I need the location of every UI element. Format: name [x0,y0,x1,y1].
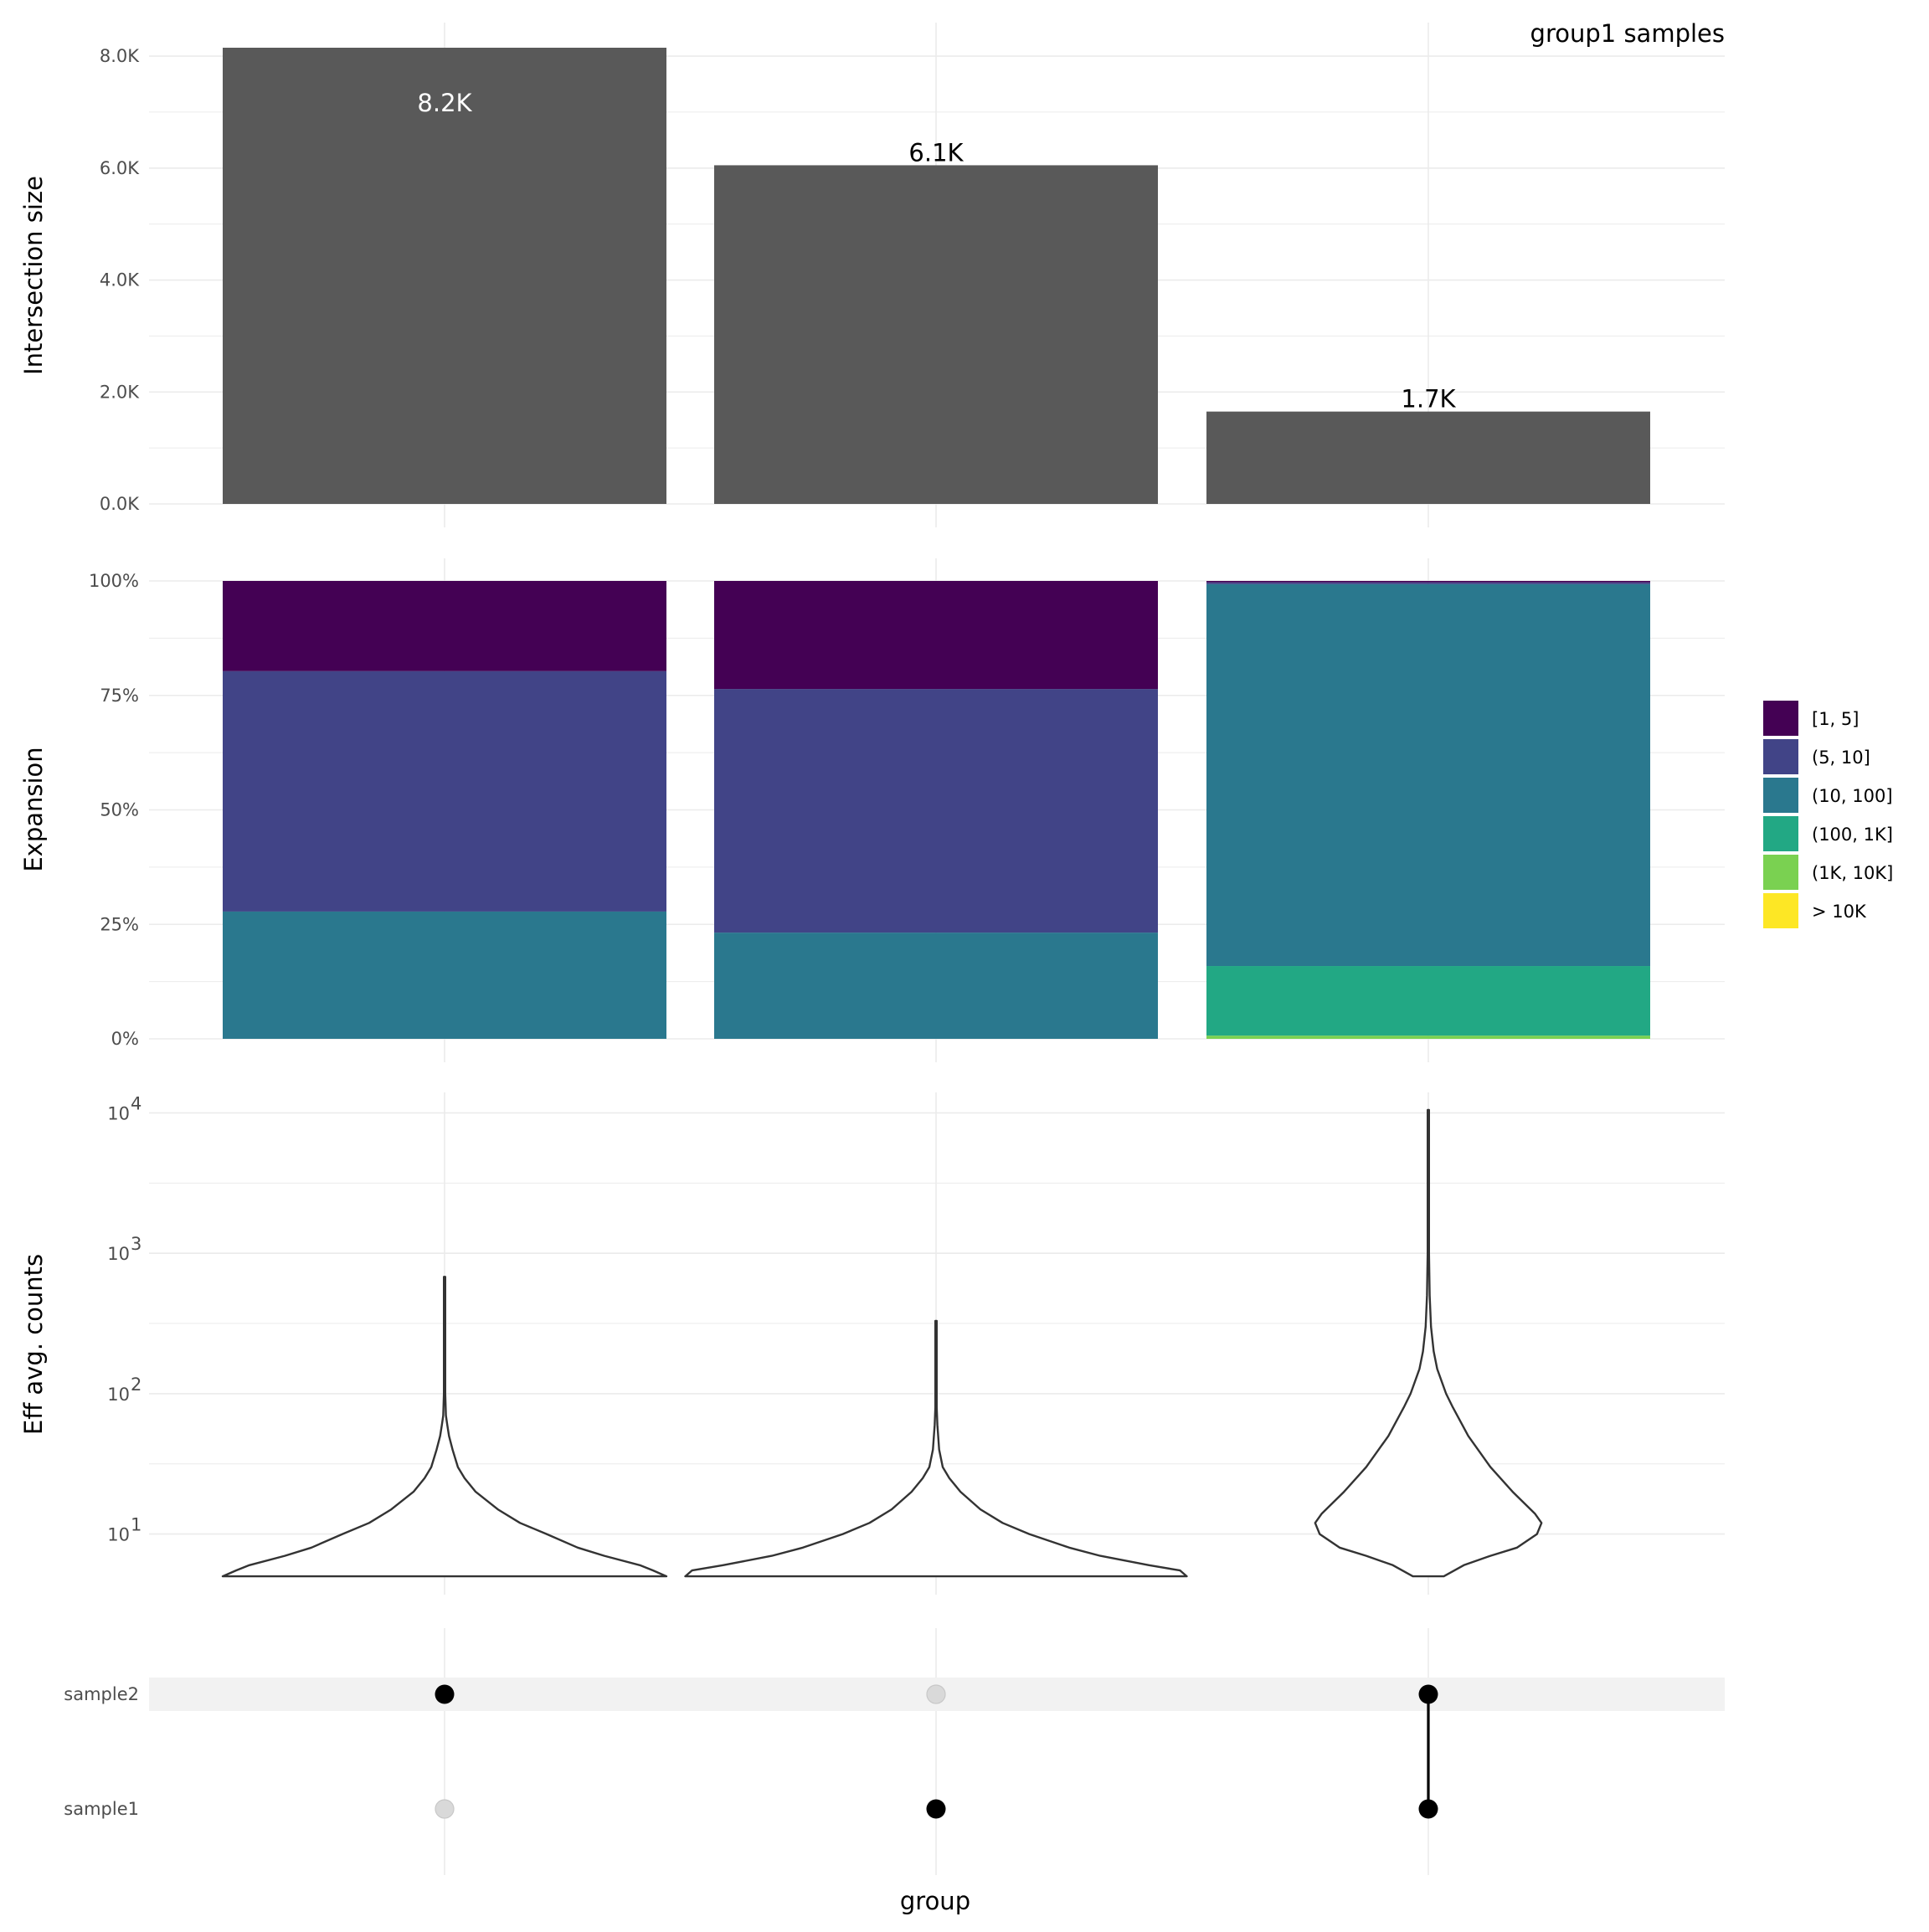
matrix-dot-empty [926,1684,946,1704]
matrix-dot-filled [1418,1799,1438,1819]
y-tick-exponent: 1 [131,1515,141,1535]
expansion-segment [1206,583,1650,967]
legend-label: (10, 100] [1812,786,1893,806]
legend-label: [1, 5] [1812,709,1859,729]
legend-label: (100, 1K] [1812,825,1893,845]
legend-swatch [1763,855,1798,890]
y-tick-label: 8.0K [100,46,140,66]
intersection-size-axis-title: Intersection size [19,176,48,375]
expansion-segment [1206,1035,1650,1039]
eff-avg-counts-axis-title: Eff avg. counts [19,1254,48,1435]
bar-value-label: 1.7K [1401,385,1456,414]
y-tick-label: 10 [107,1244,130,1264]
plot-title: group1 samples [1530,19,1725,48]
text-layer: group1 samples group Intersection size E… [19,19,1893,1915]
y-tick-label: 10 [107,1385,130,1405]
y-tick-label: 0% [111,1029,139,1049]
y-tick-label: 100% [89,571,139,591]
y-tick-label: 0.0K [100,494,140,514]
violin-shape [221,1276,668,1578]
legend-swatch [1763,701,1798,736]
expansion-segment [223,671,666,912]
violin-shape [684,1319,1188,1578]
expansion-segment [223,911,666,1039]
y-tick-label: 10 [107,1525,130,1545]
y-tick-label: 10 [107,1104,130,1124]
y-tick-label: 2.0K [100,382,140,402]
legend-swatch [1763,893,1798,928]
expansion-segment [1206,581,1650,583]
expansion-segment [1206,582,1650,584]
violin-shape [1314,1108,1543,1578]
matrix-row-label: sample2 [64,1684,139,1704]
legend-swatch [1763,739,1798,774]
y-tick-label: 25% [100,914,139,934]
legend-swatch [1763,816,1798,851]
expansion-segment [714,581,1158,690]
y-tick-label: 4.0K [100,270,140,290]
legend-label: > 10K [1812,902,1867,922]
expansion-segment [1206,966,1650,1036]
intersection-bar [223,48,666,504]
expansion-axis-title: Expansion [19,747,48,871]
intersection-bar [714,165,1158,504]
bar-value-label: 6.1K [908,138,964,167]
y-tick-exponent: 2 [131,1374,141,1395]
x-axis-title: group [900,1887,970,1915]
matrix-dot-empty [435,1799,455,1819]
expansion-segment [223,581,666,671]
expansion-segment [714,689,1158,933]
expansion-segment [714,933,1158,1039]
legend-swatch [1763,778,1798,813]
matrix-dot-filled [1418,1684,1438,1704]
bar-value-label: 8.2K [417,89,472,117]
y-tick-label: 6.0K [100,158,140,178]
legend-label: (1K, 10K] [1812,863,1893,883]
intersection-bar [1206,411,1650,504]
matrix-dot-filled [926,1799,946,1819]
y-tick-label: 50% [100,800,139,820]
y-tick-label: 75% [100,686,139,706]
matrix-dot-filled [435,1684,455,1704]
matrix-row-label: sample1 [64,1799,139,1819]
y-tick-exponent: 3 [131,1234,141,1254]
legend-label: (5, 10] [1812,748,1870,768]
y-tick-exponent: 4 [131,1094,141,1114]
marks-layer [221,48,1798,1819]
